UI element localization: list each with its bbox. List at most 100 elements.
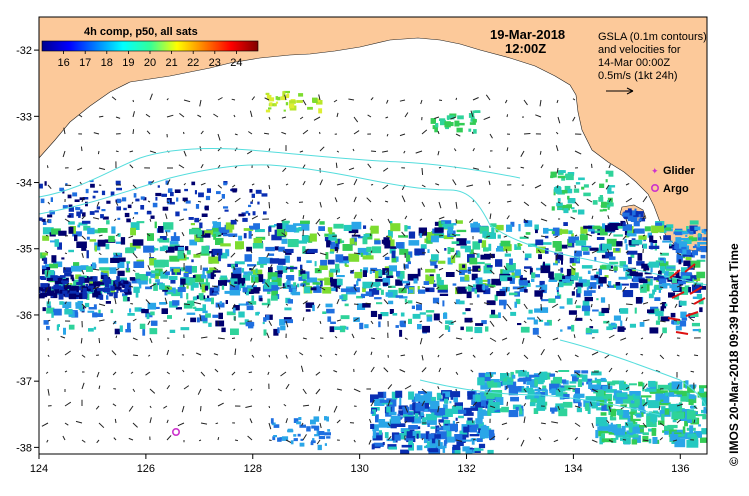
sst-pixel xyxy=(497,245,504,248)
sst-pixel xyxy=(440,119,446,126)
vector xyxy=(92,268,100,271)
sst-pixel xyxy=(390,420,397,429)
gsla-contour xyxy=(39,148,521,198)
sst-pixel xyxy=(127,283,132,292)
sst-pixel xyxy=(698,233,701,238)
sst-pixel xyxy=(557,198,561,202)
sst-pixel xyxy=(641,263,649,269)
vector xyxy=(199,314,202,322)
sst-pixel xyxy=(74,234,78,242)
vector xyxy=(556,184,559,189)
sst-pixel xyxy=(64,308,73,315)
vector xyxy=(450,320,457,324)
sst-pixel xyxy=(704,229,707,232)
sst-pixel xyxy=(136,221,145,224)
sst-pixel xyxy=(93,326,97,330)
sst-pixel xyxy=(478,372,485,378)
sst-pixel xyxy=(200,315,208,322)
sst-pixel xyxy=(135,198,140,202)
sst-pixel xyxy=(75,302,82,309)
glider-icon: ✦ xyxy=(651,167,659,177)
sst-pixel xyxy=(238,235,243,241)
sst-pixel xyxy=(167,199,170,205)
sst-pixel xyxy=(700,246,707,251)
sst-pixel xyxy=(329,326,335,333)
sst-pixel xyxy=(402,406,410,415)
vector xyxy=(132,252,138,259)
gsla-contours xyxy=(39,148,707,416)
sst-pixel xyxy=(480,426,489,434)
sst-pixel xyxy=(555,186,561,191)
sst-pixel xyxy=(302,246,306,254)
sst-pixel xyxy=(53,308,62,316)
sst-pixel xyxy=(399,296,408,299)
vector xyxy=(489,213,492,220)
vector xyxy=(421,201,426,208)
sst-pixel xyxy=(542,261,545,269)
sst-pixel xyxy=(290,440,294,445)
sst-pixel xyxy=(438,419,444,423)
sst-pixel xyxy=(459,300,465,305)
sst-pixel xyxy=(510,396,519,402)
sst-pixel xyxy=(474,400,485,408)
vector xyxy=(64,301,67,305)
sst-pixel xyxy=(606,238,617,247)
sst-pixel xyxy=(607,381,616,386)
vector xyxy=(149,388,156,394)
vector xyxy=(383,167,389,172)
sst-pixel xyxy=(324,443,327,446)
vector xyxy=(199,218,202,222)
sst-pixel xyxy=(277,270,283,274)
sst-pixel xyxy=(385,412,392,417)
vector xyxy=(553,439,559,443)
vector xyxy=(199,282,202,288)
sst-pixel xyxy=(696,259,706,262)
vector xyxy=(146,233,151,237)
sst-pixel xyxy=(558,370,570,372)
sst-pixel xyxy=(415,402,425,411)
vector xyxy=(520,166,525,169)
vector xyxy=(95,405,100,410)
sst-pixel xyxy=(273,435,277,438)
sst-pixel xyxy=(398,235,409,238)
sst-pixel xyxy=(180,327,190,331)
sst-pixel xyxy=(296,256,301,262)
sst-pixel xyxy=(282,266,288,273)
sst-pixel xyxy=(274,271,283,278)
gsla-note-line: 14-Mar 00:00Z xyxy=(598,57,670,69)
sst-pixel xyxy=(634,228,645,234)
vector xyxy=(625,369,628,373)
vector xyxy=(353,196,357,203)
sst-pixel xyxy=(281,238,288,244)
sst-pixel xyxy=(360,252,364,257)
sst-pixel xyxy=(169,201,175,205)
vector xyxy=(438,320,443,324)
sst-pixel xyxy=(593,230,604,234)
sst-pixel xyxy=(566,298,573,305)
vector xyxy=(245,405,253,408)
sst-pixel xyxy=(166,286,172,290)
sst-pixel xyxy=(569,381,577,384)
sst-pixel xyxy=(239,322,246,325)
sst-pixel xyxy=(339,325,346,333)
sst-pixel xyxy=(108,235,115,243)
sst-pixel xyxy=(629,282,639,289)
sst-pixel xyxy=(559,170,566,173)
sst-pixel xyxy=(646,284,650,292)
vector xyxy=(659,302,664,305)
vector xyxy=(387,422,391,426)
sst-pixel xyxy=(448,247,455,253)
sst-pixel xyxy=(317,444,322,451)
sst-pixel xyxy=(99,281,105,285)
sst-pixel xyxy=(269,102,273,107)
vector xyxy=(590,303,593,308)
sst-pixel xyxy=(518,224,521,232)
sst-pixel xyxy=(194,190,197,195)
sst-pixel xyxy=(496,291,506,297)
vector xyxy=(213,353,219,356)
sst-pixel xyxy=(135,292,139,298)
sst-pixel xyxy=(248,212,251,216)
sst-pixel xyxy=(233,305,240,311)
sst-pixel xyxy=(457,286,467,294)
vector xyxy=(557,282,560,288)
